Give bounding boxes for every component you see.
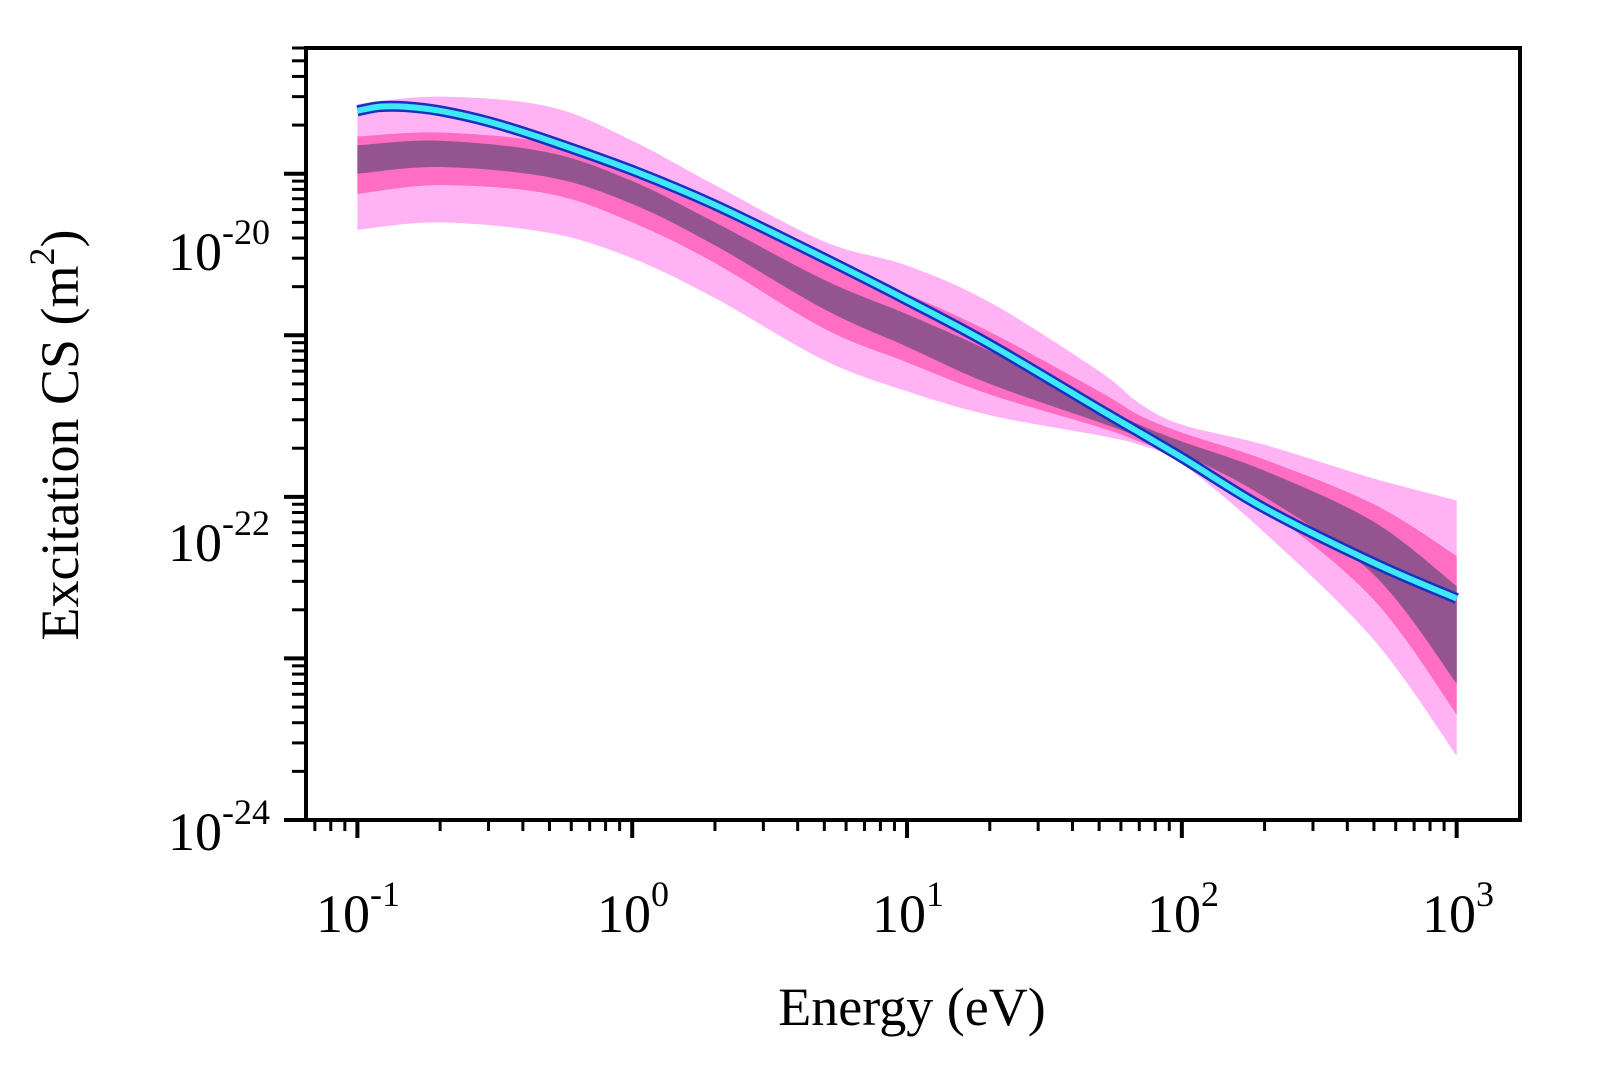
uncertainty-bands: [357, 96, 1457, 756]
x-tick-label: 10-1: [316, 874, 400, 944]
plot-frame: [304, 46, 1522, 822]
x-tick-label: 101: [872, 874, 944, 944]
y-tick-label: 10-20: [168, 212, 270, 282]
x-axis-label: Energy (eV): [778, 977, 1045, 1037]
axis-ticks: [284, 46, 1459, 838]
y-axis-label: Excitation CS (m2): [22, 230, 90, 641]
y-tick-label: 10-22: [168, 503, 270, 573]
y-tick-label: 10-24: [168, 792, 270, 862]
x-tick-label: 103: [1422, 874, 1494, 944]
fit-line: [356, 103, 1458, 602]
x-tick-label: 102: [1147, 874, 1219, 944]
fit-line-layer: [356, 100, 1459, 604]
x-tick-label: 100: [597, 874, 669, 944]
band-outer-band: [357, 96, 1457, 756]
